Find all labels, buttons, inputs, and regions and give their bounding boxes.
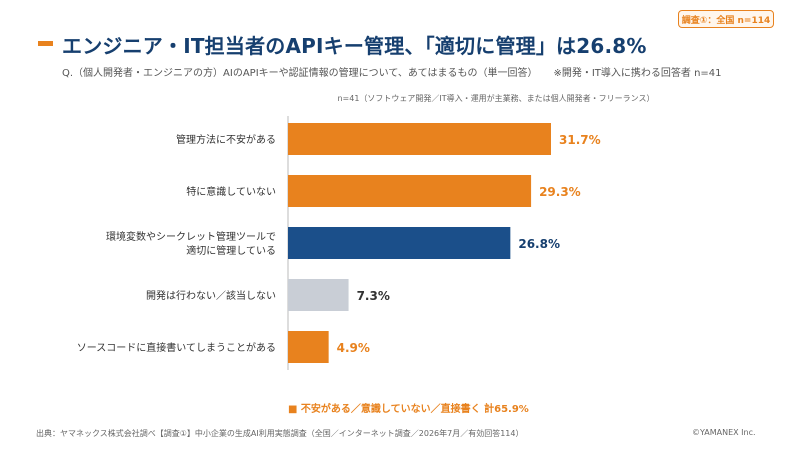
bar-1 xyxy=(288,175,532,207)
bar-0 xyxy=(288,123,551,155)
bar-2 xyxy=(288,227,511,259)
value-label-1: 29.3% xyxy=(539,185,581,199)
page-title: エンジニア・IT担当者のAPIキー管理、「適切に管理」は26.8% xyxy=(62,34,647,58)
sample-note: n=41（ソフトウェア開発／IT導入・運用が主業務、または個人開発者・フリーラン… xyxy=(337,93,654,103)
category-label-3: 開発は行わない／該当しない xyxy=(146,289,276,302)
question-text: Q.（個人開発者・エンジニアの方）AIのAPIキーや認証情報の管理について、あて… xyxy=(62,64,722,79)
survey-badge: 調査①：全国 n=114 xyxy=(678,10,774,28)
value-label-2: 26.8% xyxy=(518,237,560,251)
category-label-2-1: 適切に管理している xyxy=(186,244,276,257)
bar-4 xyxy=(288,331,329,363)
value-label-0: 31.7% xyxy=(559,133,601,147)
summary-note: ■ 不安がある／意識していない／直接書く 計65.9% xyxy=(288,402,529,415)
title-accent-bar xyxy=(38,41,53,46)
value-label-3: 7.3% xyxy=(357,289,390,303)
footer-source: 出典：ヤマネックス株式会社調べ【調査①】中小企業の生成AI利用実態調査（全国／イ… xyxy=(36,429,524,438)
category-label-1: 特に意識していない xyxy=(186,185,276,198)
category-label-2-0: 環境変数やシークレット管理ツールで xyxy=(106,230,276,243)
footer-copyright: ©YAMANEX Inc. xyxy=(692,428,756,437)
question-label: Q.（個人開発者・エンジニアの方）AIのAPIキーや認証情報の管理について、あて… xyxy=(62,68,538,79)
value-label-4: 4.9% xyxy=(337,341,370,355)
question-note: ※開発・IT導入に携わる回答者 n=41 xyxy=(553,68,722,79)
category-label-4: ソースコードに直接書いてしまうことがある xyxy=(77,341,276,354)
category-label-0: 管理方法に不安がある xyxy=(176,133,276,146)
bar-3 xyxy=(288,279,349,311)
